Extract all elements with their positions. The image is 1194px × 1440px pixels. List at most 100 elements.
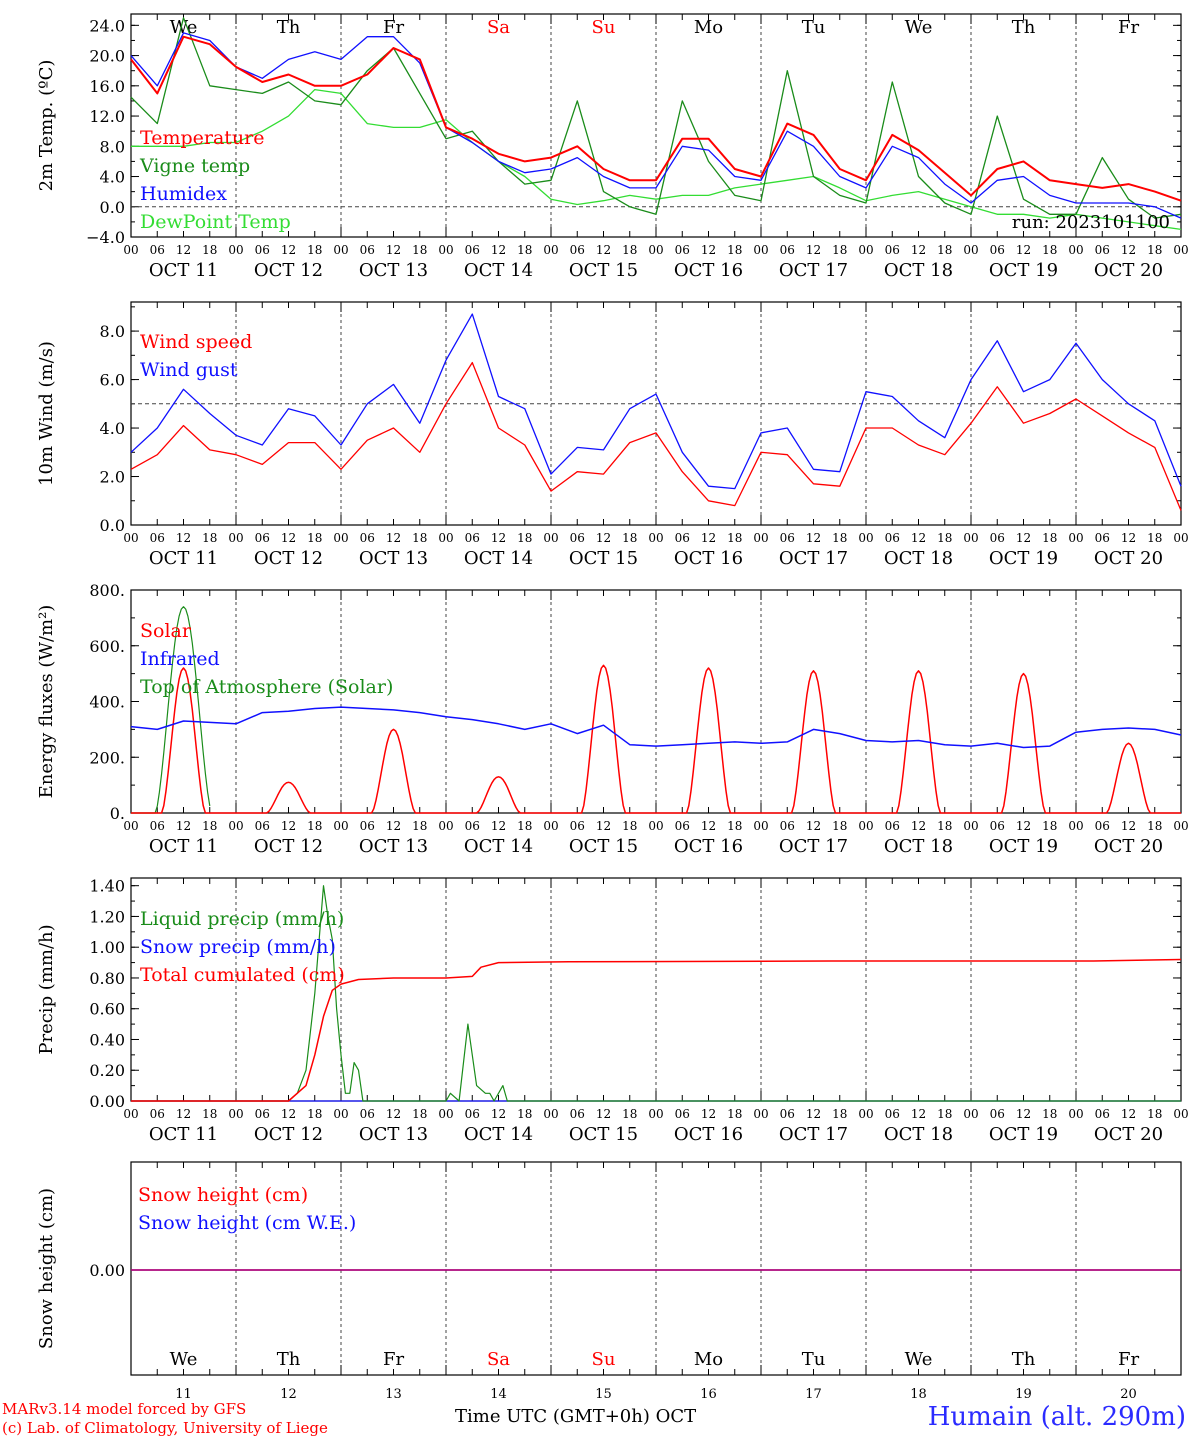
hour-tick-label: 12	[596, 819, 611, 833]
series-line-dewpoint-temp	[131, 88, 1182, 231]
date-label: OCT 16	[674, 1124, 743, 1145]
hour-tick-label: 18	[307, 819, 322, 833]
hour-tick-label: 18	[727, 1107, 742, 1121]
y-axis-label: 10m Wind (m/s)	[36, 341, 57, 486]
day-number-label: 12	[280, 1387, 297, 1402]
hour-tick-label: 12	[281, 1107, 296, 1121]
hour-tick-label: 12	[806, 1107, 821, 1121]
hour-tick-label: 18	[517, 1107, 532, 1121]
hour-tick-label: 12	[701, 1107, 716, 1121]
hour-tick-label: 12	[596, 531, 611, 545]
hour-tick-label: 00	[333, 1107, 348, 1121]
hour-tick-label: 00	[228, 531, 243, 545]
date-label: OCT 15	[569, 1124, 638, 1145]
y-tick-label: 800.	[89, 581, 125, 600]
day-number-label: 17	[805, 1387, 822, 1402]
hour-tick-label: 06	[1095, 1107, 1110, 1121]
hour-tick-label: 06	[570, 531, 585, 545]
hour-tick-label: 00	[123, 1107, 138, 1121]
hour-tick-label: 18	[202, 531, 217, 545]
hour-tick-label: 06	[465, 1107, 480, 1121]
hour-tick-label: 06	[465, 819, 480, 833]
hour-tick-label: 06	[255, 1107, 270, 1121]
weekday-label: We	[170, 1349, 198, 1370]
hour-tick-label: 12	[701, 531, 716, 545]
legend-entry: Total cumulated (cm)	[140, 964, 345, 986]
hour-tick-label: 06	[360, 531, 375, 545]
y-tick-label: −4.0	[86, 228, 125, 247]
hour-tick-label: 12	[806, 243, 821, 257]
date-label: OCT 11	[149, 1124, 218, 1145]
y-tick-label: 0.00	[89, 1261, 125, 1280]
hour-tick-label: 12	[911, 531, 926, 545]
weekday-label: We	[905, 1349, 933, 1370]
hour-tick-label: 00	[1173, 819, 1188, 833]
weekday-label: Th	[277, 1349, 301, 1370]
hour-tick-label: 18	[1042, 531, 1057, 545]
hour-tick-label: 06	[360, 243, 375, 257]
date-label: OCT 13	[359, 548, 428, 569]
date-label: OCT 18	[884, 1124, 953, 1145]
hour-tick-label: 18	[202, 819, 217, 833]
hour-tick-label: 06	[1095, 531, 1110, 545]
y-axis-label: Precip (mm/h)	[36, 924, 57, 1054]
legend-entry: Top of Atmosphere (Solar)	[140, 676, 393, 698]
hour-tick-label: 18	[727, 243, 742, 257]
hour-tick-label: 00	[963, 819, 978, 833]
hour-tick-label: 12	[911, 243, 926, 257]
hour-tick-label: 18	[727, 531, 742, 545]
panel-frame-3	[130, 589, 1182, 814]
hour-tick-label: 06	[990, 819, 1005, 833]
series-line-temperature	[130, 35, 1182, 202]
weekday-label: We	[170, 17, 198, 38]
y-tick-label: 0.0	[100, 516, 125, 535]
panel-frame-1	[130, 13, 1182, 238]
hour-tick-label: 12	[701, 243, 716, 257]
y-tick-label: 24.0	[89, 16, 125, 35]
hour-tick-label: 00	[753, 243, 768, 257]
date-label: OCT 15	[569, 260, 638, 281]
y-tick-label: 2.0	[100, 468, 125, 487]
date-label: OCT 11	[149, 548, 218, 569]
weekday-label: Tu	[802, 17, 826, 38]
legend-entry: Humidex	[140, 183, 227, 205]
hour-tick-label: 18	[937, 819, 952, 833]
y-tick-label: 16.0	[89, 77, 125, 96]
hour-tick-label: 06	[465, 243, 480, 257]
hour-tick-label: 18	[622, 1107, 637, 1121]
y-tick-label: 8.0	[100, 322, 125, 341]
series-line-infrared	[130, 706, 1182, 749]
date-label: OCT 15	[569, 836, 638, 857]
legend-entry: Vigne temp	[139, 155, 250, 177]
date-label: OCT 11	[149, 260, 218, 281]
hour-tick-label: 00	[123, 531, 138, 545]
hour-tick-label: 06	[675, 819, 690, 833]
run-annotation: run: 2023101100	[1012, 212, 1170, 233]
date-label: OCT 12	[254, 548, 323, 569]
hour-tick-label: 12	[176, 819, 191, 833]
hour-tick-label: 06	[885, 243, 900, 257]
legend-entry: DewPoint Temp	[140, 211, 291, 233]
y-tick-label: 0.60	[89, 1000, 125, 1019]
hour-tick-label: 00	[1068, 531, 1083, 545]
date-label: OCT 17	[779, 548, 848, 569]
hour-tick-label: 12	[1016, 243, 1031, 257]
y-tick-label: 4.0	[100, 168, 125, 187]
time-axis-title: Time UTC (GMT+0h) OCT	[455, 1406, 696, 1427]
legend-entry: Snow precip (mm/h)	[140, 936, 336, 958]
y-tick-label: 12.0	[89, 107, 125, 126]
hour-tick-label: 00	[333, 243, 348, 257]
date-label: OCT 20	[1094, 260, 1163, 281]
weekday-label: Fr	[1118, 17, 1139, 38]
hour-tick-label: 00	[858, 243, 873, 257]
date-label: OCT 13	[359, 836, 428, 857]
hour-tick-label: 18	[307, 243, 322, 257]
weekday-label: Tu	[802, 1349, 826, 1370]
y-tick-label: 1.20	[89, 907, 125, 926]
hour-tick-label: 06	[255, 243, 270, 257]
hour-tick-label: 18	[307, 531, 322, 545]
hour-tick-label: 12	[386, 243, 401, 257]
date-label: OCT 17	[779, 260, 848, 281]
hour-tick-label: 06	[675, 531, 690, 545]
hour-tick-label: 12	[806, 531, 821, 545]
